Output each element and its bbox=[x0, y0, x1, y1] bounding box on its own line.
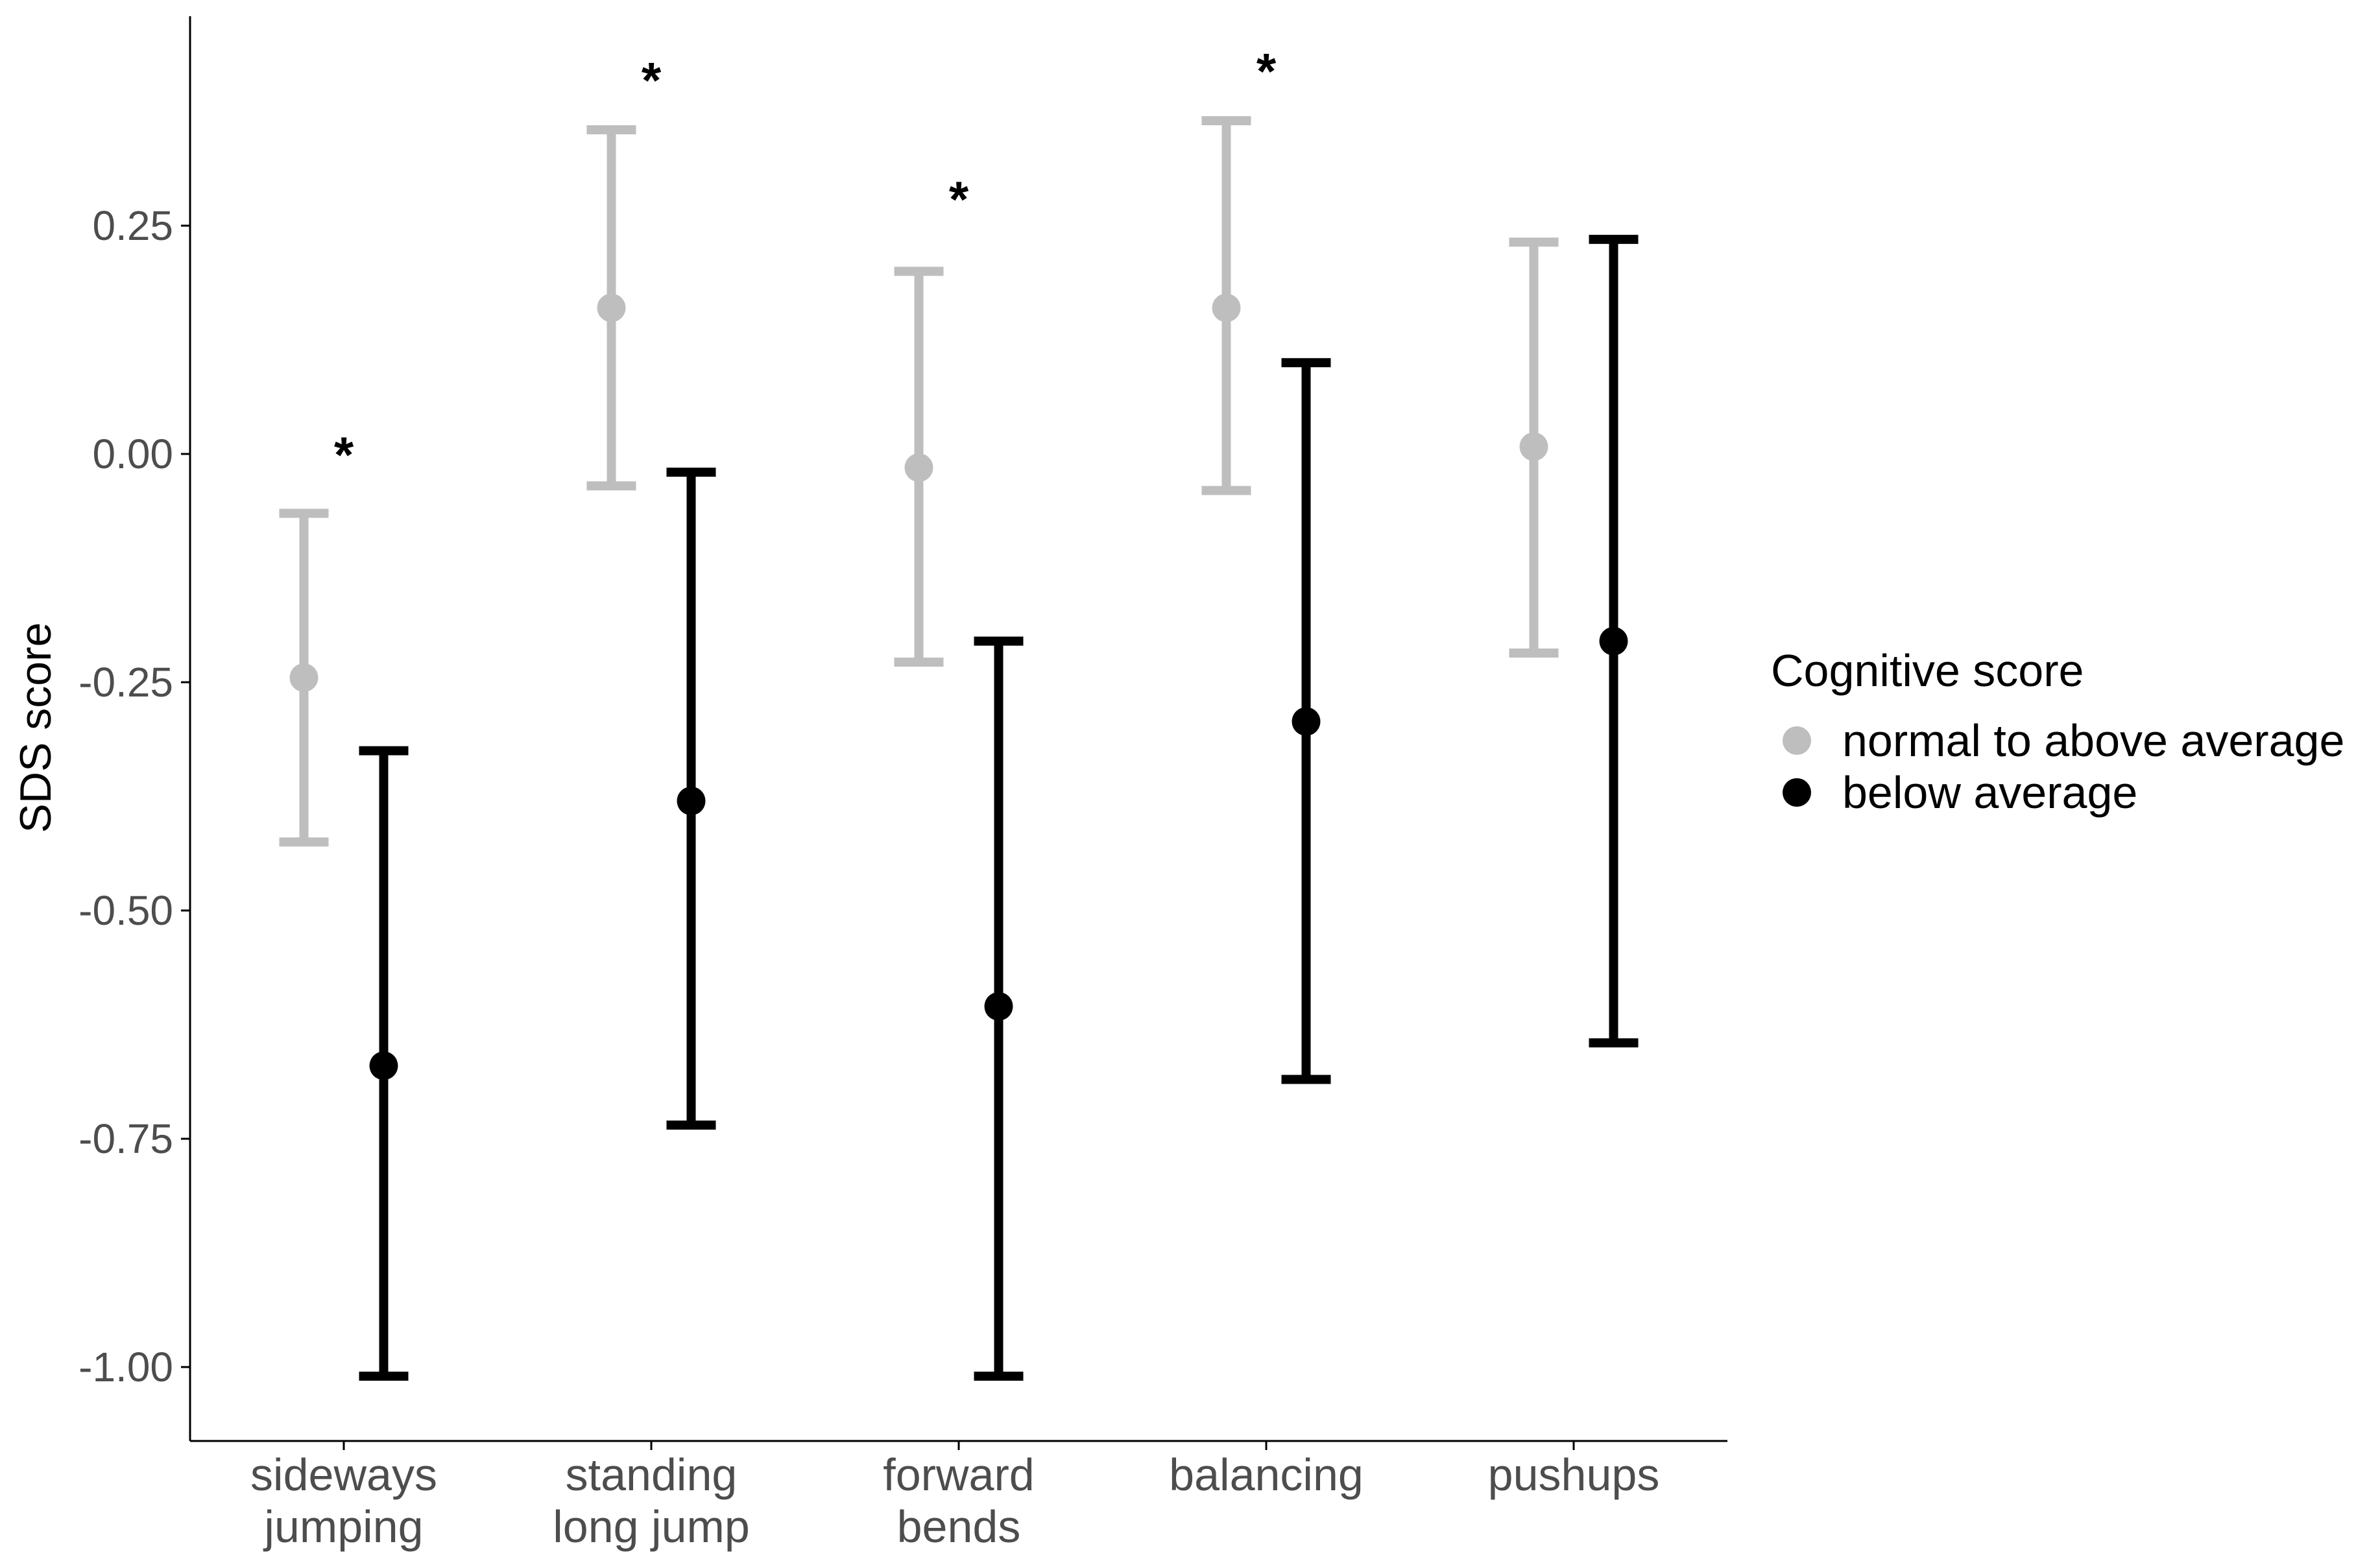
y-tick-label: 0.25 bbox=[92, 202, 173, 249]
data-point bbox=[1212, 293, 1241, 322]
data-point bbox=[597, 293, 626, 322]
plot-marks bbox=[279, 116, 1639, 1381]
x-tick-label: sideways bbox=[250, 1449, 437, 1500]
legend-label: normal to above average bbox=[1842, 715, 2344, 766]
legend-swatch bbox=[1783, 726, 1811, 755]
y-tick-label: -1.00 bbox=[78, 1344, 173, 1390]
data-point bbox=[904, 453, 933, 482]
y-tick-label: -0.50 bbox=[78, 887, 173, 934]
axes: -1.00 -0.75 -0.50 -0.25 0.00 0.25 sidewaysjum… bbox=[11, 16, 1727, 1552]
data-point bbox=[1292, 707, 1321, 736]
data-point bbox=[677, 787, 706, 816]
legend-title: Cognitive score bbox=[1771, 645, 2084, 696]
series-normal-to-above-average bbox=[279, 116, 1559, 847]
y-ticks: -1.00 -0.75 -0.50 -0.25 0.00 0.25 bbox=[78, 202, 190, 1390]
y-tick-label: 0.00 bbox=[92, 431, 173, 477]
data-point bbox=[289, 663, 319, 692]
data-point bbox=[1519, 432, 1548, 461]
y-tick-label: -0.25 bbox=[78, 659, 173, 706]
data-point bbox=[1599, 626, 1628, 656]
data-point bbox=[369, 1051, 398, 1080]
significance-annotations: * * * * bbox=[334, 43, 1277, 483]
significance-star: * bbox=[334, 426, 354, 483]
y-tick-label: -0.75 bbox=[78, 1115, 173, 1162]
data-point bbox=[984, 992, 1013, 1021]
x-tick-label: bends bbox=[897, 1501, 1021, 1552]
legend-swatch bbox=[1783, 778, 1811, 807]
legend-label: below average bbox=[1842, 767, 2137, 818]
x-tick-label: pushups bbox=[1488, 1449, 1660, 1500]
y-axis-title: SDS score bbox=[11, 623, 60, 833]
x-tick-label: standing bbox=[566, 1449, 738, 1500]
significance-star: * bbox=[642, 52, 662, 109]
x-tick-label: long jump bbox=[553, 1501, 750, 1552]
x-tick-label: forward bbox=[883, 1449, 1034, 1500]
x-tick-label: jumping bbox=[263, 1501, 423, 1552]
significance-star: * bbox=[1256, 43, 1277, 100]
series-below-average bbox=[359, 235, 1639, 1381]
legend: Cognitive score normal to above averageb… bbox=[1771, 645, 2344, 818]
x-tick-label: balancing bbox=[1169, 1449, 1364, 1500]
significance-star: * bbox=[949, 171, 969, 228]
